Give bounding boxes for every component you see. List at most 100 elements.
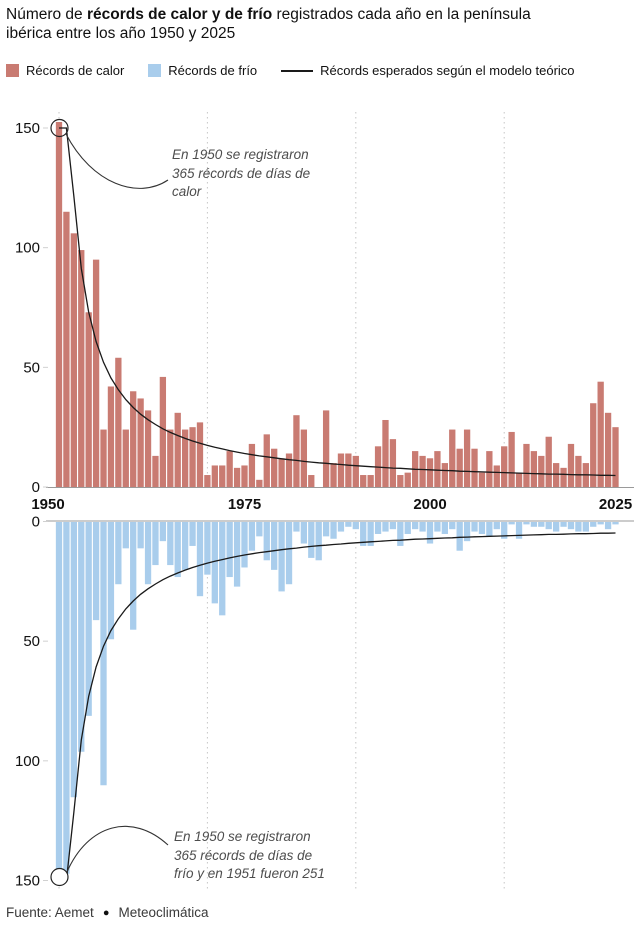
bar-records-de-frio-1953 [78,522,85,752]
y-tick-label-150: 150 [15,872,40,889]
bar-records-de-calor-2000 [426,458,434,487]
chart-title: Número de récords de calor y de frío reg… [6,5,566,43]
bar-records-de-frio-2007 [478,522,486,534]
bar-records-de-calor-2023 [597,381,604,487]
y-tick-label-50: 50 [23,633,40,650]
bar-records-de-calor-2013 [523,443,530,487]
bar-records-de-calor-1984 [308,475,315,487]
bar-records-de-calor-2018 [560,467,567,487]
bar-records-de-frio-2023 [597,522,604,525]
bar-records-de-calor-1964 [159,376,167,487]
bar-records-de-calor-1957 [107,386,115,487]
bar-records-de-frio-2016 [545,522,552,530]
heat-annotation-line1: En 1950 se registraron [172,147,309,162]
bar-records-de-calor-1972 [219,465,226,487]
bar-records-de-frio-1973 [226,522,233,578]
bar-records-de-calor-1955 [92,259,100,487]
bar-records-de-frio-2002 [441,522,448,534]
y-tick-label-150: 150 [15,120,40,137]
bar-records-de-calor-1987 [330,463,337,487]
bar-records-de-calor-1958 [115,357,122,487]
bar-records-de-frio-2020 [575,522,582,532]
bar-records-de-frio-1995 [389,522,397,530]
bar-records-de-calor-2001 [434,451,441,487]
bar-records-de-frio-1954 [85,522,92,716]
bar-records-de-calor-2009 [493,465,500,487]
bar-records-de-frio-1991 [360,522,367,546]
bar-records-de-calor-1967 [181,429,189,487]
legend-item-calor: Récords de calor [6,63,124,78]
title-suffix: registrados cada año en la península ibé… [6,6,531,42]
cold-annotation-line1: En 1950 se registraron [174,829,311,844]
y-tick-label-0: 0 [32,479,40,496]
bar-records-de-frio-2024 [604,522,612,530]
bar-records-de-frio-1961 [137,522,144,549]
bar-records-de-frio-1982 [293,522,300,532]
cold-records-chart: 0 50 100 150 [15,514,634,892]
bar-records-de-frio-1966 [174,522,181,578]
publisher-label: Meteoclimática [118,905,209,920]
bar-records-de-calor-2020 [575,455,582,487]
annotation-circle-records-de-frio [50,867,69,887]
bar-records-de-frio-1988 [337,522,345,532]
title-prefix: Número de [6,6,87,23]
bar-records-de-frio-2013 [523,522,530,525]
bar-records-de-frio-2005 [463,522,471,542]
bar-records-de-frio-2009 [493,522,500,530]
bar-records-de-frio-1974 [233,522,241,587]
bar-records-de-frio-1983 [300,522,308,544]
bar-records-de-calor-2005 [463,429,471,487]
cold-annotation-connector [66,825,169,873]
bar-records-de-calor-2003 [449,429,456,487]
bar-records-de-frio-1957 [107,522,115,640]
separator-dot-icon: ● [102,906,110,919]
bar-records-de-frio-2022 [590,522,597,527]
bar-records-de-frio-1956 [100,522,107,786]
bar-records-de-calor-1969 [196,422,204,487]
bar-records-de-frio-1970 [204,522,211,575]
y-tick-label-100: 100 [15,753,40,770]
bar-records-de-calor-2002 [441,463,448,487]
bar-records-de-calor-1977 [256,479,263,487]
bar-records-de-calor-2022 [590,403,597,487]
x-tick-label-2000: 2000 [413,496,446,513]
bar-records-de-frio-1955 [92,522,100,621]
model-line-icon [281,69,314,72]
bar-records-de-frio-2015 [538,522,545,527]
bar-records-de-frio-1996 [397,522,404,546]
heat-annotation-line2: 365 récords de días de [172,165,311,181]
cold-annotation-line3: frío y en 1951 fueron 251 [174,866,325,881]
bar-records-de-calor-2019 [567,443,575,487]
bar-records-de-frio-1975 [241,522,248,568]
bar-records-de-calor-1971 [211,465,218,487]
bar-records-de-calor-1974 [233,467,241,487]
bar-records-de-frio-1979 [271,522,278,570]
bar-records-de-calor-1953 [78,250,85,487]
bar-records-de-frio-1981 [285,522,293,585]
cold-swatch-icon [148,64,162,77]
bar-records-de-frio-1971 [211,522,218,604]
bar-records-de-frio-1972 [219,522,226,616]
bar-records-de-calor-2004 [456,448,463,487]
bar-records-de-calor-1952 [70,233,77,487]
bar-records-de-calor-2011 [508,431,515,487]
bar-records-de-calor-1983 [300,429,308,487]
bar-records-de-frio-1998 [412,522,419,530]
bar-records-de-frio-1985 [315,522,322,561]
bar-records-de-frio-1987 [330,522,337,539]
bar-records-de-calor-2025 [612,427,619,487]
bar-records-de-calor-1960 [130,391,137,487]
bar-records-de-calor-1986 [322,410,330,487]
bar-records-de-frio-1977 [256,522,263,537]
bar-records-de-frio-2003 [449,522,456,530]
bar-records-de-frio-1992 [367,522,374,546]
x-tick-label-1975: 1975 [228,496,261,513]
cold-annotation: En 1950 se registraron 365 récords de dí… [174,828,325,884]
bar-records-de-calor-1996 [397,475,404,487]
bar-records-de-calor-2010 [501,446,508,487]
bar-records-de-frio-1989 [345,522,352,527]
bar-records-de-calor-1951 [63,211,70,487]
bar-records-de-calor-1963 [152,455,159,487]
